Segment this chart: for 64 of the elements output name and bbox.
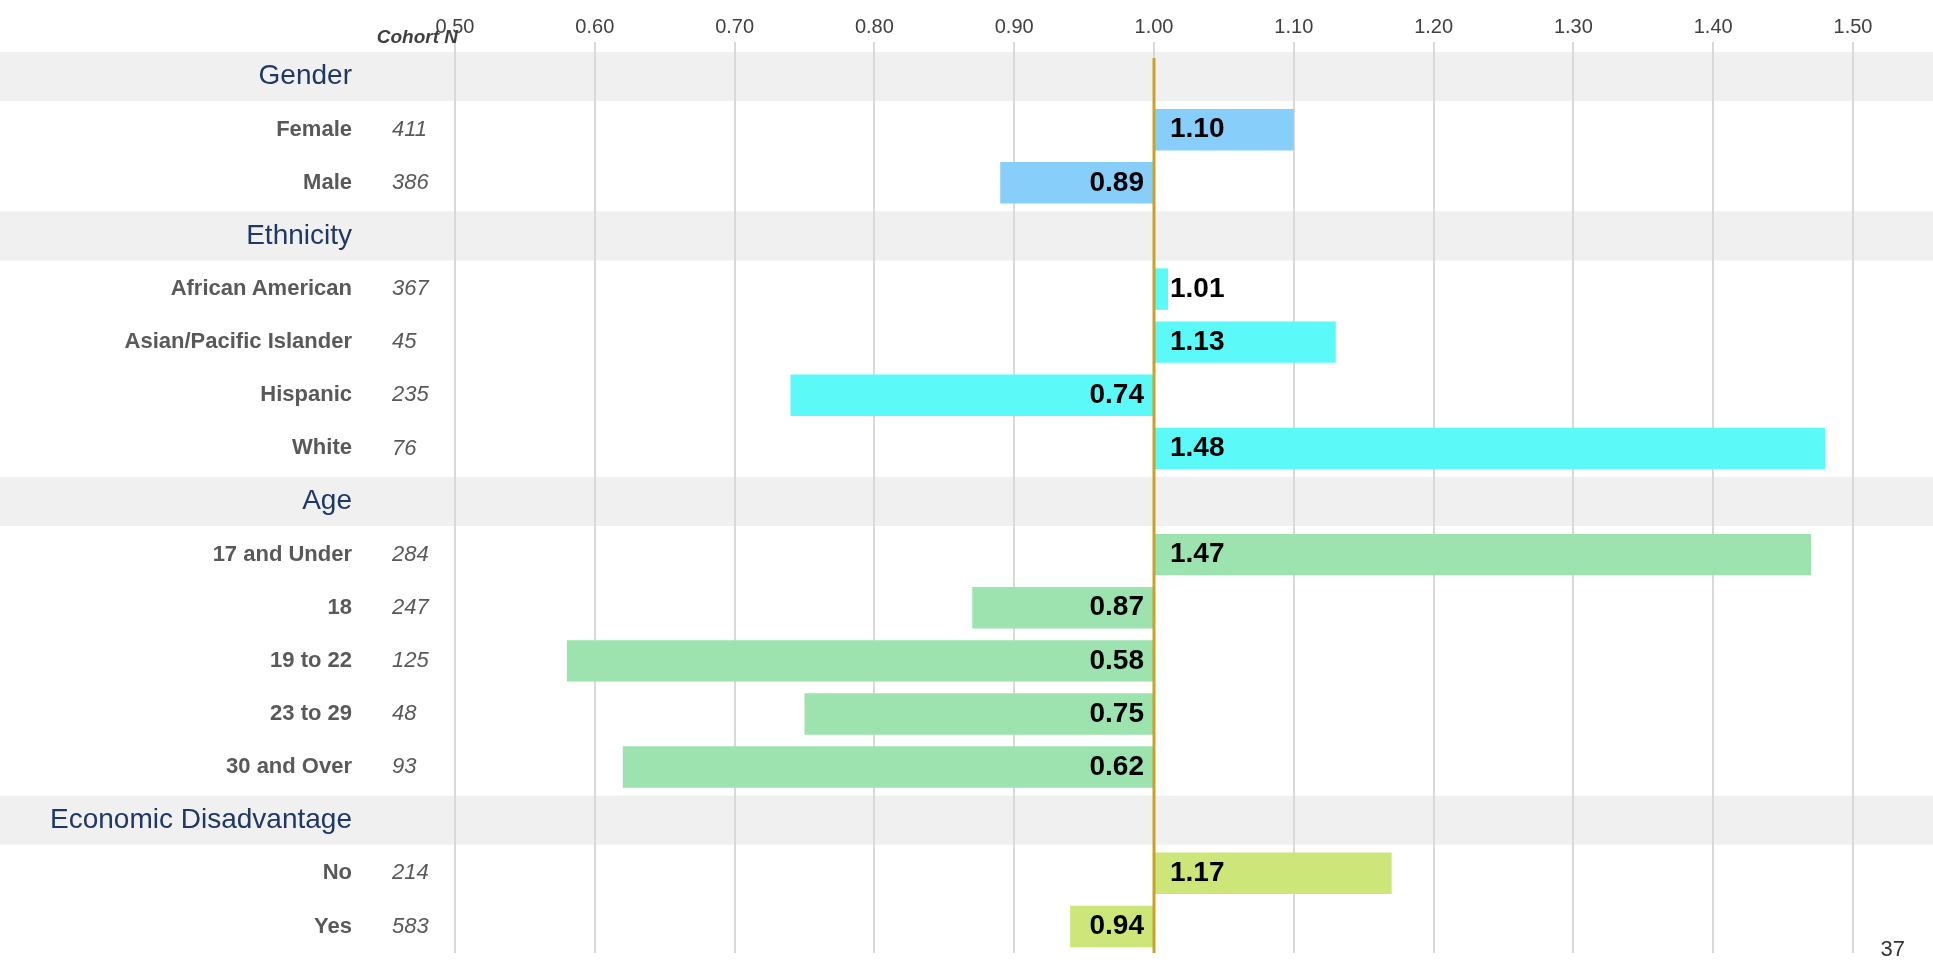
bar xyxy=(1154,533,1812,576)
data-label: 0.75 xyxy=(1089,696,1144,728)
data-label: 1.01 xyxy=(1170,271,1225,303)
text: 284 xyxy=(391,540,429,566)
data-label: 1.10 xyxy=(1170,112,1225,144)
y-tick-label: Economic Disadvantage xyxy=(50,802,352,834)
y-tick-label: Female xyxy=(276,115,352,141)
x-tick-label: 1.40 xyxy=(1693,14,1733,37)
data-label: 0.87 xyxy=(1089,590,1144,622)
bar xyxy=(804,693,1154,735)
text: 45 xyxy=(392,328,418,354)
bar xyxy=(622,746,1154,788)
bar xyxy=(566,640,1154,682)
text: 367 xyxy=(392,275,430,301)
x-tick-label: 1.20 xyxy=(1414,14,1454,37)
text: 125 xyxy=(392,646,430,672)
y-tick-label: 19 to 22 xyxy=(270,646,352,672)
text: 247 xyxy=(391,593,430,619)
x-tick-label: 0.60 xyxy=(575,14,615,37)
bar xyxy=(1154,427,1826,470)
x-tick-label: 1.10 xyxy=(1274,14,1314,37)
text: 411 xyxy=(392,115,428,141)
data-label: 1.47 xyxy=(1170,537,1225,569)
x-tick-label: 0.80 xyxy=(854,14,894,37)
y-tick-label: Ethnicity xyxy=(246,218,352,250)
text: 76 xyxy=(392,434,418,460)
y-tick-label: Age xyxy=(302,484,352,516)
y-tick-label: 18 xyxy=(327,593,352,619)
bar xyxy=(972,587,1154,629)
text: 214 xyxy=(391,859,429,885)
x-tick-label: 0.70 xyxy=(715,14,755,37)
y-tick-label: Asian/Pacific Islander xyxy=(124,328,353,354)
y-tick-label: 30 and Over xyxy=(226,753,353,779)
data-label: 1.48 xyxy=(1170,431,1225,463)
bar xyxy=(790,374,1154,416)
x-tick-label: 1.50 xyxy=(1833,14,1873,37)
data-label: 0.62 xyxy=(1089,749,1144,781)
y-tick-label: Male xyxy=(303,168,352,194)
y-tick-label: 17 and Under xyxy=(212,540,353,566)
y-tick-label: 23 to 29 xyxy=(270,700,352,726)
y-tick-label: Yes xyxy=(314,912,352,938)
x-tick-label: 1.30 xyxy=(1553,14,1593,37)
data-label: 1.17 xyxy=(1170,856,1225,888)
bar xyxy=(1154,321,1336,363)
y-tick-label: No xyxy=(322,859,352,885)
bar xyxy=(1000,162,1154,204)
data-label: 1.13 xyxy=(1170,324,1225,356)
text: 583 xyxy=(392,912,430,938)
bar xyxy=(1154,852,1392,895)
data-label: 0.58 xyxy=(1089,643,1144,675)
y-tick-label: Gender xyxy=(258,59,352,91)
text: 48 xyxy=(392,700,418,726)
text: 386 xyxy=(392,168,430,194)
text: 93 xyxy=(392,753,418,779)
y-tick-label: White xyxy=(292,434,352,460)
x-tick-label: 1.00 xyxy=(1134,14,1174,37)
y-tick-label: African American xyxy=(170,275,352,301)
data-label: 0.74 xyxy=(1089,377,1145,409)
text: 37 xyxy=(1880,936,1905,962)
y-tick-label: Hispanic xyxy=(260,381,352,407)
x-tick-label: 0.90 xyxy=(994,14,1034,37)
data-label: 0.89 xyxy=(1089,165,1144,197)
text: 235 xyxy=(391,381,430,407)
data-label: 0.94 xyxy=(1089,909,1145,941)
